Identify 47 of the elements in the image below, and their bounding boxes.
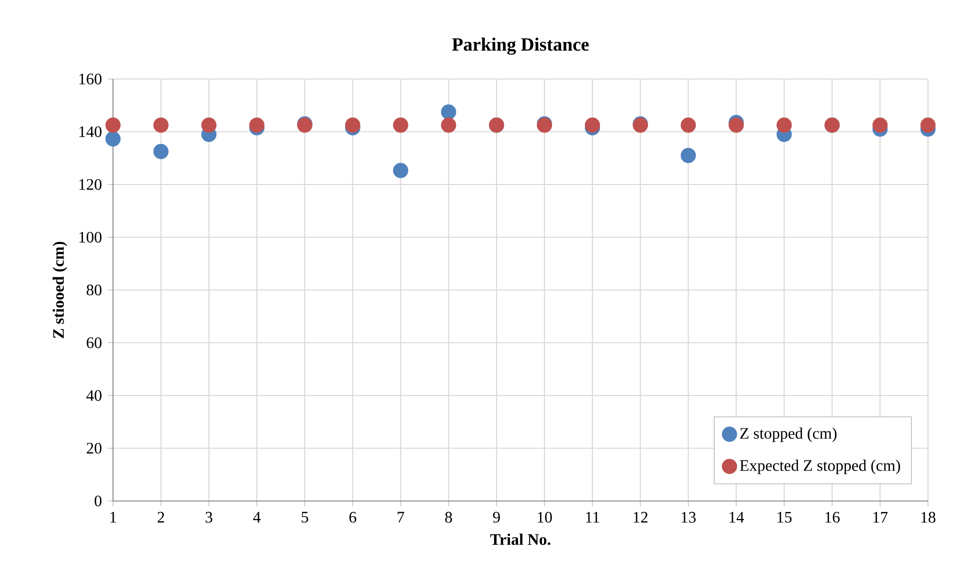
x-tick-label: 1 bbox=[110, 512, 116, 522]
point bbox=[776, 118, 792, 133]
point bbox=[393, 118, 408, 133]
point bbox=[440, 118, 456, 133]
y-axis-title: Z stiooed (cm) bbox=[52, 242, 68, 338]
x-tick-label: 6 bbox=[349, 512, 356, 523]
x-tick-label: 14 bbox=[730, 512, 744, 522]
x-tick-label: 15 bbox=[778, 512, 792, 523]
point bbox=[440, 104, 456, 120]
point bbox=[201, 118, 216, 133]
point bbox=[680, 148, 696, 164]
x-tick-label: 18 bbox=[921, 512, 936, 523]
point bbox=[105, 131, 121, 146]
point bbox=[153, 144, 169, 160]
legend-label: Expected Z stopped (cm) bbox=[740, 460, 900, 474]
x-tick-label: 12 bbox=[634, 512, 648, 523]
point bbox=[393, 162, 408, 178]
x-tick-label: 13 bbox=[682, 512, 696, 523]
point bbox=[680, 118, 696, 133]
y-tick-label: 140 bbox=[79, 126, 102, 138]
y-tick-label: 20 bbox=[86, 442, 102, 454]
x-tick-label: 9 bbox=[493, 512, 500, 523]
chart-title: Parking Distance bbox=[452, 38, 589, 55]
y-tick-label: 80 bbox=[86, 284, 102, 296]
point bbox=[872, 118, 888, 133]
y-tick-label: 120 bbox=[79, 179, 102, 190]
y-tick-label: 160 bbox=[79, 74, 102, 84]
x-tick-label: 11 bbox=[586, 512, 600, 522]
x-tick-label: 3 bbox=[206, 512, 212, 523]
point bbox=[728, 118, 744, 133]
x-tick-label: 8 bbox=[445, 512, 452, 523]
legend-label: Z stopped (cm) bbox=[740, 428, 837, 442]
y-tick-label: 40 bbox=[86, 390, 102, 401]
point bbox=[920, 118, 936, 133]
point bbox=[105, 118, 121, 133]
y-tick-label: 0 bbox=[94, 496, 102, 506]
x-tick-label: 16 bbox=[826, 512, 840, 523]
x-tick-label: 4 bbox=[253, 512, 261, 522]
x-tick-label: 7 bbox=[398, 512, 404, 522]
y-tick-label: 60 bbox=[86, 337, 102, 348]
point bbox=[153, 118, 169, 133]
x-axis-title: Trial No. bbox=[490, 534, 550, 545]
x-tick-label: 10 bbox=[538, 512, 552, 523]
y-tick-label: 100 bbox=[79, 232, 102, 243]
x-tick-label: 17 bbox=[873, 512, 888, 522]
x-tick-label: 5 bbox=[302, 512, 308, 523]
x-tick-label: 2 bbox=[158, 512, 164, 523]
